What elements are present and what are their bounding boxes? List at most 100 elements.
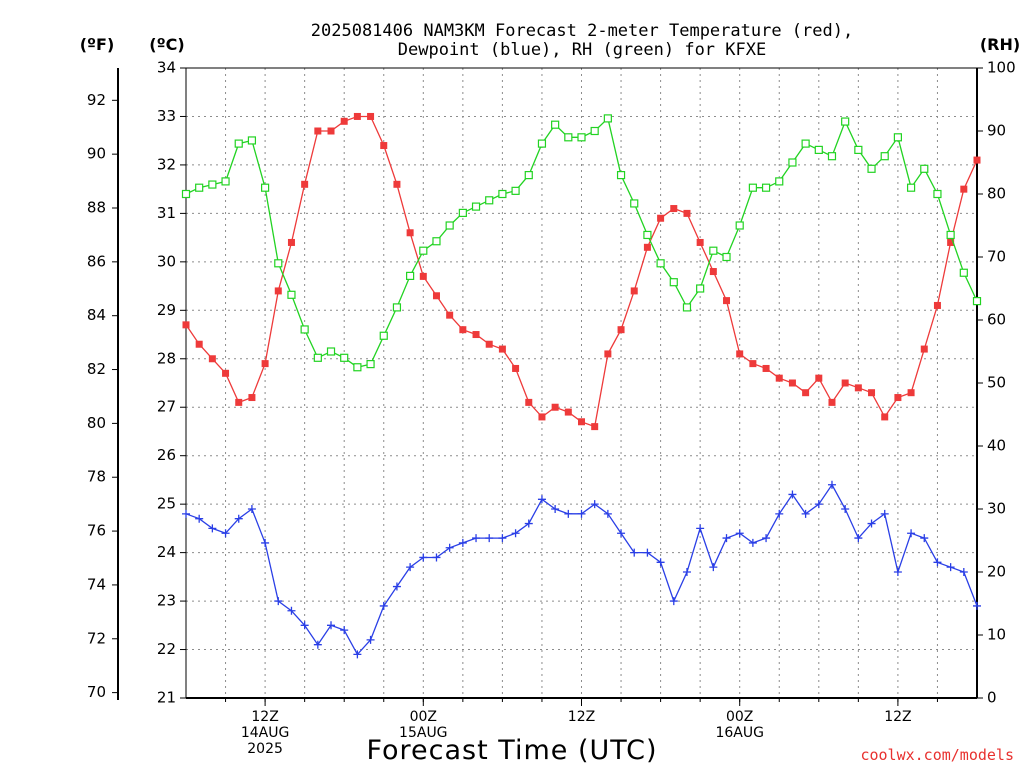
dewpoint-point (353, 650, 362, 659)
2-meter-temperature-point (485, 340, 493, 348)
2-meter-temperature-point (775, 374, 783, 382)
celsius-tick-label: 26 (157, 446, 176, 464)
dewpoint-point (485, 534, 494, 543)
rh-point (616, 171, 626, 180)
rh-tick-label: 30 (987, 500, 1006, 518)
2-meter-temperature-point (327, 127, 335, 135)
dewpoint-point (696, 524, 705, 533)
dewpoint-point (880, 509, 889, 518)
2-meter-temperature-point (446, 311, 454, 319)
2-meter-temperature-point (472, 331, 480, 339)
rh-point (669, 278, 678, 287)
2-meter-temperature-point (630, 287, 638, 295)
rh-point (485, 196, 494, 205)
x-tick-label: 12Z (568, 709, 595, 725)
dewpoint-point (973, 601, 981, 610)
celsius-tick-label: 25 (157, 495, 176, 513)
rh-point (221, 177, 230, 186)
dewpoint-point (511, 529, 520, 538)
2-meter-temperature-point (512, 364, 520, 372)
rh-point (300, 325, 309, 334)
dewpoint-point (247, 505, 256, 513)
rh-tick-label: 40 (987, 437, 1006, 455)
celsius-tick-label: 24 (157, 543, 176, 561)
rh-point (814, 145, 823, 154)
2-meter-temperature-point (248, 394, 256, 402)
celsius-tick-label: 27 (157, 398, 176, 416)
2-meter-temperature-point (301, 180, 309, 188)
celsius-tick-label: 32 (157, 155, 176, 173)
fahrenheit-tick-label: 88 (87, 199, 106, 217)
celsius-tick-label: 28 (157, 349, 176, 367)
rh-point (366, 360, 375, 369)
2-meter-temperature-point (261, 360, 269, 368)
rh-point (313, 353, 322, 362)
dewpoint-point (300, 621, 309, 630)
2-meter-temperature-point (723, 297, 731, 305)
rh-point (392, 303, 402, 312)
fahrenheit-tick-label: 84 (87, 306, 106, 324)
x-tick-label: 12Z (884, 709, 911, 725)
dewpoint-point (524, 519, 533, 528)
2-meter-temperature-point (683, 209, 691, 217)
2-meter-temperature-point (815, 374, 823, 382)
2-meter-temperature-point (868, 389, 876, 397)
dewpoint-point (274, 597, 283, 606)
2-meter-temperature-point (933, 301, 941, 309)
2-meter-temperature-point (578, 418, 585, 426)
dewpoint-point (366, 635, 375, 644)
2-meter-temperature-point (736, 350, 744, 358)
2-meter-temperature-point (960, 185, 968, 193)
dewpoint-point (669, 597, 678, 606)
celsius-tick-label: 21 (157, 689, 176, 707)
fahrenheit-tick-label: 78 (87, 468, 106, 486)
rh-point (827, 152, 837, 161)
2-meter-temperature-point (419, 272, 427, 280)
dewpoint-point (801, 509, 810, 518)
rh-point (511, 186, 520, 195)
x-tick-label: 00Z (726, 709, 753, 725)
rh-point (287, 290, 296, 299)
grid-layer (186, 68, 977, 698)
dewpoint-point (313, 640, 322, 649)
fahrenheit-tick-label: 92 (87, 91, 106, 109)
2-meter-temperature-point (802, 389, 810, 397)
x-tick-label: 15AUG (399, 725, 448, 741)
dewpoint-point (933, 558, 942, 567)
dewpoint-point (748, 538, 757, 547)
celsius-tick-label: 34 (157, 59, 176, 77)
dewpoint-point (472, 534, 481, 543)
fahrenheit-unit-label: (ºF) (80, 35, 115, 54)
2-meter-temperature-point (195, 340, 203, 348)
dewpoint-point (445, 543, 454, 552)
rh-point (471, 202, 481, 211)
celsius-unit-label: (ºC) (149, 35, 184, 54)
dewpoint-point (788, 490, 797, 499)
x-tick-label: 16AUG (715, 725, 764, 741)
dewpoint-point (775, 509, 784, 518)
2-meter-temperature-point (920, 345, 928, 353)
2-meter-temperature-point (182, 321, 190, 329)
fahrenheit-tick-label: 76 (87, 522, 106, 540)
celsius-tick-label: 30 (157, 252, 176, 270)
dewpoint-point (867, 519, 876, 528)
rh-point (590, 126, 599, 136)
rh-tick-label: 70 (987, 248, 1006, 266)
rh-tick-label: 10 (987, 626, 1006, 644)
rh-point (920, 164, 929, 173)
rh-point (208, 180, 217, 189)
dewpoint-point (643, 548, 652, 557)
2-meter-temperature-point (643, 243, 651, 251)
rh-point (959, 268, 968, 277)
rh-point (353, 363, 362, 372)
dewpoint-point (841, 505, 850, 513)
dewpoint-point (854, 534, 863, 543)
dewpoint-point (709, 563, 718, 572)
dewpoint-point (208, 524, 217, 533)
dewpoint-point (551, 505, 560, 513)
dewpoint-point (814, 500, 823, 509)
fahrenheit-tick-label: 86 (87, 252, 106, 270)
dewpoint-point (827, 480, 836, 489)
2-meter-temperature-point (222, 369, 230, 377)
rh-point (261, 183, 270, 192)
